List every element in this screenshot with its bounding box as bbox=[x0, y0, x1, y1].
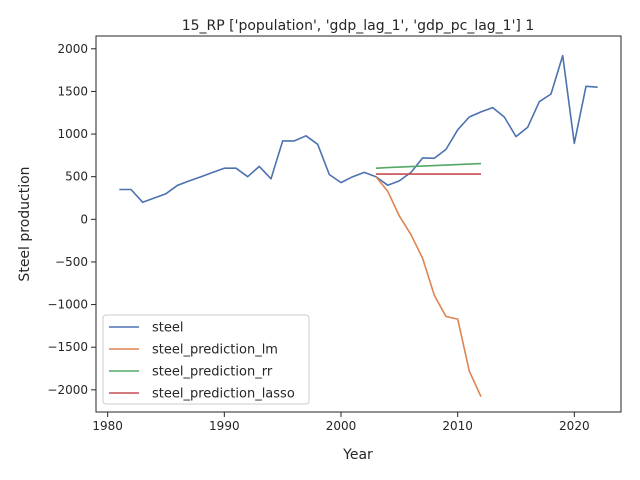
x-tick-label: 1980 bbox=[92, 419, 123, 433]
plot-area bbox=[119, 54, 598, 398]
y-tick-label: 2000 bbox=[57, 42, 88, 56]
x-tick-label: 2020 bbox=[559, 419, 590, 433]
y-tick-label: 1500 bbox=[57, 84, 88, 98]
y-tick-label: 1000 bbox=[57, 127, 88, 141]
legend-label: steel_prediction_rr bbox=[152, 365, 273, 380]
chart-title: 15_RP ['population', 'gdp_lag_1', 'gdp_p… bbox=[182, 18, 535, 34]
series-line-steel-prediction-lm bbox=[375, 176, 482, 398]
y-tick-label: −1500 bbox=[47, 340, 88, 354]
legend-label: steel_prediction_lasso bbox=[152, 387, 295, 402]
x-tick-label: 2010 bbox=[442, 419, 473, 433]
plot-frame bbox=[95, 35, 622, 413]
series-line-steel bbox=[119, 54, 598, 204]
y-tick-label: 0 bbox=[80, 212, 88, 226]
x-tick-label: 1990 bbox=[209, 419, 240, 433]
y-tick-label: −2000 bbox=[47, 383, 88, 397]
y-tick-label: 500 bbox=[65, 170, 88, 184]
x-axis: 1980 1990 2000 2010 2020 bbox=[92, 412, 590, 433]
y-axis: −2000 −1500 −1000 −500 0 500 1000 1500 2000 bbox=[47, 42, 96, 397]
x-axis-title: Year bbox=[342, 447, 373, 463]
series-line-steel-prediction-rr bbox=[375, 162, 482, 169]
legend-box bbox=[102, 314, 310, 405]
legend: steel steel_prediction_lm steel_prediction… bbox=[102, 314, 310, 405]
legend-label: steel bbox=[152, 321, 183, 336]
y-tick-label: −1000 bbox=[47, 298, 88, 312]
legend-label: steel_prediction_lm bbox=[152, 343, 278, 358]
y-tick-label: −500 bbox=[55, 255, 88, 269]
x-tick-label: 2000 bbox=[326, 419, 357, 433]
y-axis-title: Steel production bbox=[17, 166, 33, 281]
